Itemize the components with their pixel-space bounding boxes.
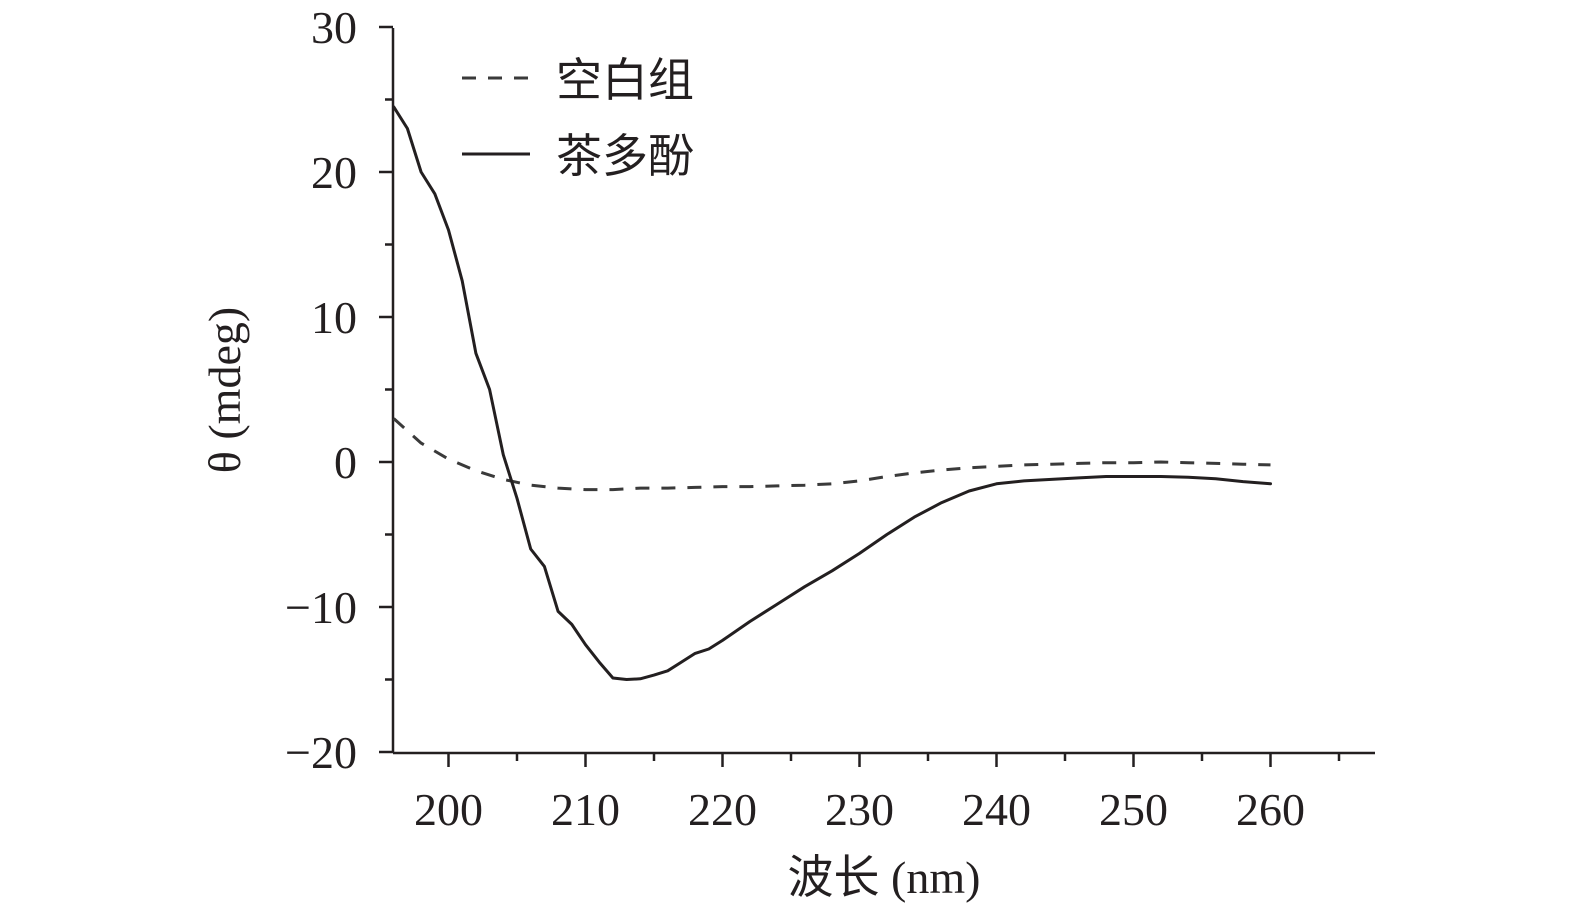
y-tick-label: 10 xyxy=(311,292,357,343)
x-tick-label: 200 xyxy=(414,784,483,835)
legend-label-tea-polyphenol: 茶多酚 xyxy=(556,129,694,183)
y-tick-label: 0 xyxy=(334,437,357,488)
x-tick-label: 260 xyxy=(1236,784,1305,835)
y-axis-title: θ (mdeg) xyxy=(199,307,250,473)
series-layer xyxy=(392,105,1272,681)
legend-label-blank-group: 空白组 xyxy=(556,53,694,107)
x-tick-label: 220 xyxy=(688,784,757,835)
y-tick-label: 30 xyxy=(311,2,357,53)
x-tick-label: 250 xyxy=(1099,784,1168,835)
x-tick-label: 230 xyxy=(825,784,894,835)
y-ticks: −20 −10 0 10 20 30 xyxy=(285,2,393,778)
y-tick-label: 20 xyxy=(311,147,357,198)
series-line-tea-polyphenol xyxy=(392,105,1272,681)
x-ticks: 200 210 220 230 240 250 260 xyxy=(414,753,1341,835)
series-line-blank-group xyxy=(392,417,1271,492)
y-tick-label: −20 xyxy=(285,727,357,778)
x-axis-title: 波长 (nm) xyxy=(788,852,981,903)
x-tick-label: 210 xyxy=(551,784,620,835)
legend: 空白组 茶多酚 xyxy=(462,53,694,183)
y-tick-label: −10 xyxy=(285,582,357,633)
x-tick-label: 240 xyxy=(962,784,1031,835)
axes xyxy=(391,28,1375,755)
